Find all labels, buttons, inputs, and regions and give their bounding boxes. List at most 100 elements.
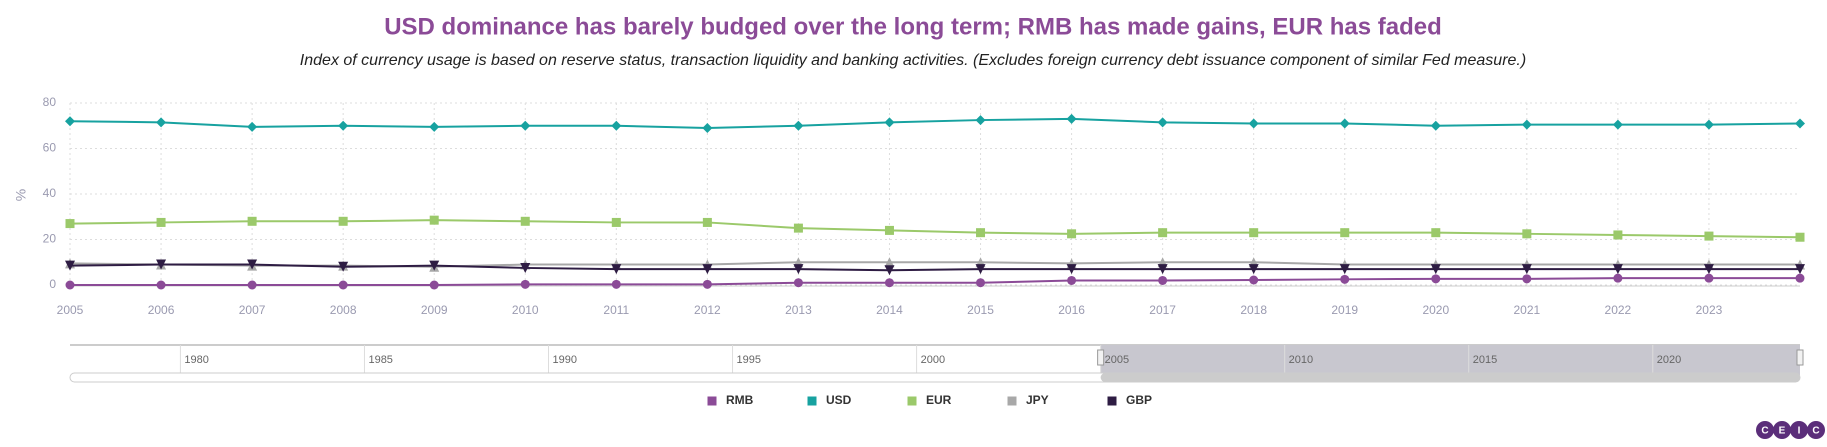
marker [884,265,895,276]
marker [1431,274,1441,284]
x-tick-label: 2022 [1605,303,1632,317]
series-line [69,263,1800,272]
marker [338,216,348,226]
legend-label: RMB [726,393,754,407]
chart-title: USD dominance has barely budged over the… [384,13,1442,40]
chart-subtitle: Index of currency usage is based on rese… [300,52,1526,69]
marker [1157,117,1168,128]
marker [338,261,349,272]
series-line [69,219,1801,239]
x-tick-label: 2014 [876,303,903,317]
legend-swatch [1107,396,1117,406]
marker [338,280,348,290]
x-tick-label: 2016 [1058,303,1085,317]
navigator-label: 2020 [1657,354,1681,366]
marker [611,120,622,131]
marker [1158,228,1168,238]
marker [702,217,712,227]
marker [520,262,531,273]
navigator-label: 1990 [553,354,577,366]
marker [884,257,895,268]
x-tick-label: 2011 [603,303,629,317]
marker [884,278,894,288]
navigator-handle [1097,349,1105,366]
marker [1430,264,1441,275]
marker [429,260,440,271]
marker [247,280,257,290]
legend-swatch [1007,396,1017,406]
marker [1795,232,1805,242]
logo-dot [1807,421,1825,439]
x-tick-label: 2007 [239,303,266,317]
legend-swatch [807,396,817,406]
marker [793,278,803,288]
navigator-label: 2010 [1289,354,1313,366]
marker [520,120,531,131]
marker [1431,228,1441,238]
x-tick-label: 2005 [57,303,84,317]
logo-dot [1790,421,1808,439]
marker [1248,118,1259,129]
marker [702,279,712,289]
x-tick-label: 2021 [1513,303,1540,317]
marker [1248,264,1259,275]
navigator-label: 2000 [921,354,945,366]
marker [975,115,986,126]
x-tick-label: 2018 [1240,303,1267,317]
marker [520,216,530,226]
y-tick-label: 40 [43,186,57,200]
marker [156,259,167,270]
marker [1613,273,1623,283]
legend-label: USD [826,393,852,407]
marker [884,225,894,235]
marker [1157,264,1168,275]
marker [1704,231,1714,241]
marker [156,117,167,128]
marker [156,280,166,290]
logo-letter: I [1798,426,1801,437]
marker [1704,273,1714,283]
marker [884,117,895,128]
marker [1339,118,1350,129]
marker [1158,275,1168,285]
legend-label: JPY [1026,393,1049,407]
marker [1522,274,1532,284]
y-tick-label: 80 [43,95,57,109]
marker [429,215,439,225]
legend-swatch [707,396,717,406]
marker [1795,273,1805,283]
logo-letter: C [1761,426,1768,437]
marker [65,260,75,271]
marker [1795,264,1805,275]
x-tick-label: 2020 [1422,303,1449,317]
navigator-window [1100,345,1800,375]
marker [1521,264,1532,275]
navigator-handle [1796,349,1804,366]
marker [1703,119,1714,130]
marker [611,264,622,275]
marker [702,123,713,134]
marker [1795,118,1805,129]
marker [1066,264,1077,275]
marker [1521,119,1532,130]
navigator-label: 2005 [1105,354,1129,366]
marker [65,116,75,127]
marker [429,280,439,290]
marker [1339,264,1350,275]
marker [1522,229,1532,239]
navigator-label: 1985 [368,354,392,366]
marker [1613,230,1623,240]
scrollbar-thumb [1100,373,1800,382]
marker [793,223,803,233]
legend-label: EUR [926,393,952,407]
x-tick-label: 2019 [1331,303,1358,317]
marker [1703,264,1714,275]
marker [1067,275,1077,285]
x-tick-label: 2013 [785,303,812,317]
marker [793,120,804,131]
y-tick-label: 60 [43,141,57,155]
marker [1249,275,1259,285]
marker [429,121,440,132]
x-tick-label: 2006 [148,303,175,317]
